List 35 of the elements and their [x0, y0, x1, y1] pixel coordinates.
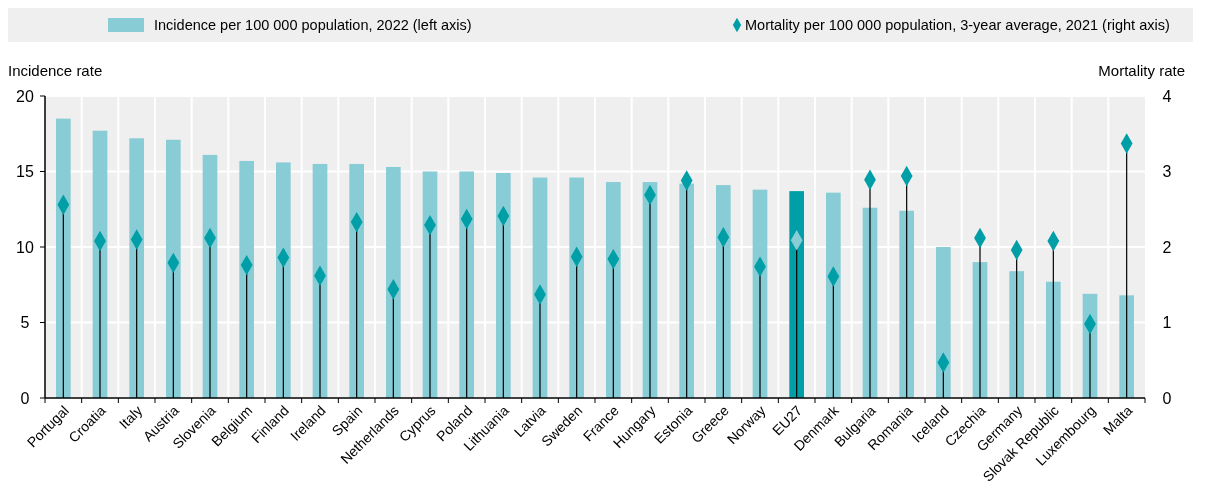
bar	[349, 163, 364, 398]
y2-tick-label: 2	[1162, 238, 1172, 256]
bar	[459, 171, 474, 398]
bar	[569, 177, 584, 398]
y-tick-label: 20	[16, 87, 34, 105]
bar	[129, 138, 144, 398]
legend-label: Mortality per 100 000 population, 3-year average, 2021 (right axis)	[745, 17, 1170, 34]
bar	[899, 210, 914, 398]
bar	[1009, 271, 1024, 398]
bar	[386, 166, 401, 398]
y-tick-label: 10	[16, 238, 34, 256]
bar	[936, 247, 951, 398]
y2-tick-label: 3	[1162, 163, 1172, 181]
bar	[239, 160, 254, 398]
bar	[56, 118, 71, 398]
x-tick-label: Italy	[115, 402, 146, 432]
bar	[1046, 281, 1061, 398]
bar	[496, 173, 511, 398]
y-tick-label: 15	[16, 163, 34, 181]
y-axis-title: Incidence rate	[8, 62, 103, 79]
y-tick-label: 5	[20, 314, 30, 332]
y2-tick-label: 1	[1162, 314, 1172, 332]
y-tick-label: 0	[20, 389, 30, 407]
bar	[826, 192, 841, 398]
bar	[679, 183, 694, 398]
bar	[166, 139, 181, 398]
bar	[606, 182, 621, 398]
bar	[789, 191, 804, 398]
legend-label: Incidence per 100 000 population, 2022 (left axis)	[154, 17, 472, 34]
bar	[716, 185, 731, 398]
y2-tick-label: 0	[1162, 389, 1172, 407]
y2-axis-title: Mortality rate	[1098, 62, 1185, 79]
y2-tick-label: 4	[1162, 87, 1172, 105]
bar	[1119, 295, 1134, 398]
bar	[276, 162, 291, 398]
